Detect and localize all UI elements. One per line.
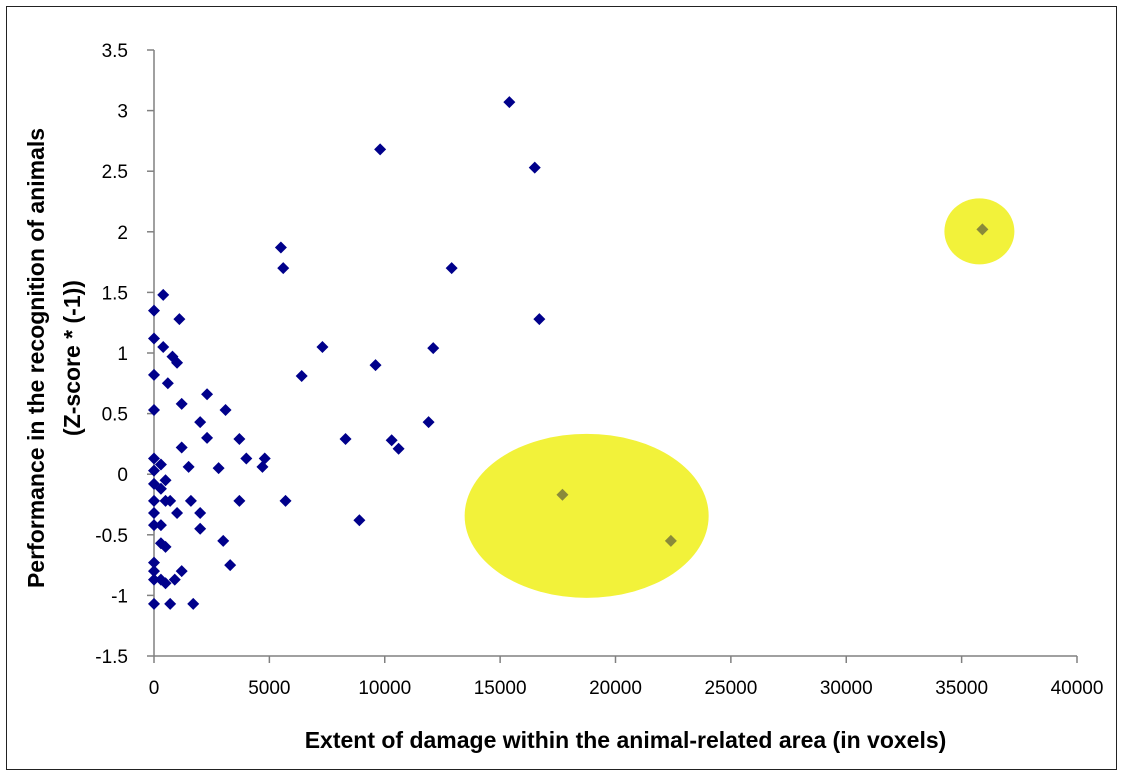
x-tick-label: 30000	[820, 678, 873, 699]
data-point	[353, 514, 366, 527]
data-point	[175, 397, 188, 410]
x-axis-title: Extent of damage within the animal-relat…	[305, 727, 947, 753]
data-point	[392, 442, 405, 455]
data-point	[385, 434, 398, 447]
y-axis-title-line-2: (Z-score * (-1))	[59, 280, 85, 436]
data-point	[148, 494, 160, 507]
data-point	[175, 565, 188, 578]
data-point	[161, 377, 174, 390]
highlighted-data-point	[976, 223, 989, 236]
data-point	[148, 332, 160, 345]
data-point	[369, 359, 382, 372]
data-point	[339, 433, 352, 446]
data-point	[316, 340, 329, 353]
highlighted-data-point	[556, 488, 569, 501]
data-point	[148, 597, 160, 610]
data-point	[427, 342, 440, 355]
x-tick-label: 20000	[589, 678, 642, 699]
data-point	[184, 494, 197, 507]
data-point	[154, 482, 167, 495]
x-tick-label: 5000	[248, 678, 290, 699]
data-point	[175, 441, 188, 454]
x-tick-label: 25000	[704, 678, 757, 699]
data-point	[187, 597, 200, 610]
x-tick-label: 35000	[935, 678, 988, 699]
data-point	[148, 565, 160, 578]
data-point	[219, 403, 232, 416]
data-point	[240, 452, 253, 465]
data-point	[171, 356, 184, 369]
data-point	[224, 559, 237, 572]
y-axis-title: Performance in the recognition of animal…	[23, 128, 85, 588]
data-point	[148, 304, 160, 317]
x-tick-label: 0	[149, 678, 160, 699]
y-tick-label: 2.5	[102, 162, 128, 183]
y-tick-label: -1	[111, 586, 128, 607]
highlight-ellipse	[464, 433, 709, 598]
data-point	[279, 494, 292, 507]
data-point	[148, 368, 160, 381]
data-point	[157, 288, 170, 301]
data-point	[159, 474, 172, 487]
data-point	[148, 452, 160, 465]
data-point	[168, 573, 181, 586]
y-tick-label: -1.5	[95, 647, 128, 668]
y-tick-label: -0.5	[95, 526, 128, 547]
data-point	[201, 388, 214, 401]
y-tick-label: 1.5	[102, 283, 128, 304]
y-tick-label: 3	[117, 102, 128, 123]
data-point	[148, 464, 160, 477]
data-point	[295, 370, 308, 383]
data-point	[256, 460, 269, 473]
data-point	[422, 416, 435, 429]
data-point	[274, 241, 287, 254]
data-point	[154, 458, 167, 471]
data-point	[194, 522, 207, 535]
y-axis-ticks: -1.5 -1 -0.5 0 0.5 1 1.5 2 2.5 3 3.5	[95, 41, 154, 668]
data-point	[154, 519, 167, 532]
data-point	[182, 460, 195, 473]
data-point	[374, 143, 387, 156]
data-point	[194, 506, 207, 519]
data-point	[148, 519, 160, 532]
highlighted-data-point	[664, 534, 677, 547]
data-point	[159, 577, 172, 590]
data-point	[148, 573, 160, 586]
data-point	[201, 431, 214, 444]
y-tick-label: 1	[117, 344, 128, 365]
y-axis-title-line-1: Performance in the recognition of animal…	[23, 128, 49, 588]
data-point	[277, 262, 290, 275]
data-point	[503, 96, 516, 109]
y-tick-label: 0.5	[102, 405, 128, 426]
data-point	[258, 452, 271, 465]
highlight-layer	[464, 198, 1015, 598]
data-point	[148, 403, 160, 416]
data-point	[171, 506, 184, 519]
data-point	[212, 462, 225, 475]
data-point	[217, 534, 230, 547]
data-point	[528, 161, 541, 174]
data-point	[233, 494, 246, 507]
data-point	[445, 262, 458, 275]
y-tick-label: 3.5	[102, 41, 128, 62]
data-point	[157, 340, 170, 353]
x-tick-label: 10000	[358, 678, 411, 699]
x-axis-ticks: 0 5000 10000 15000 20000 25000 30000 35000 40000	[149, 656, 1104, 699]
data-point	[173, 313, 186, 326]
data-point	[164, 597, 177, 610]
data-point	[159, 540, 172, 553]
data-point	[148, 506, 160, 519]
y-tick-label: 0	[117, 465, 128, 486]
data-point	[533, 313, 546, 326]
x-tick-label: 40000	[1051, 678, 1104, 699]
data-point	[194, 416, 207, 429]
data-point	[164, 494, 177, 507]
data-point	[233, 433, 246, 446]
data-points	[148, 96, 989, 610]
y-tick-label: 2	[117, 223, 128, 244]
chart-frame	[6, 6, 1117, 770]
x-tick-label: 15000	[474, 678, 527, 699]
data-point	[148, 556, 160, 569]
